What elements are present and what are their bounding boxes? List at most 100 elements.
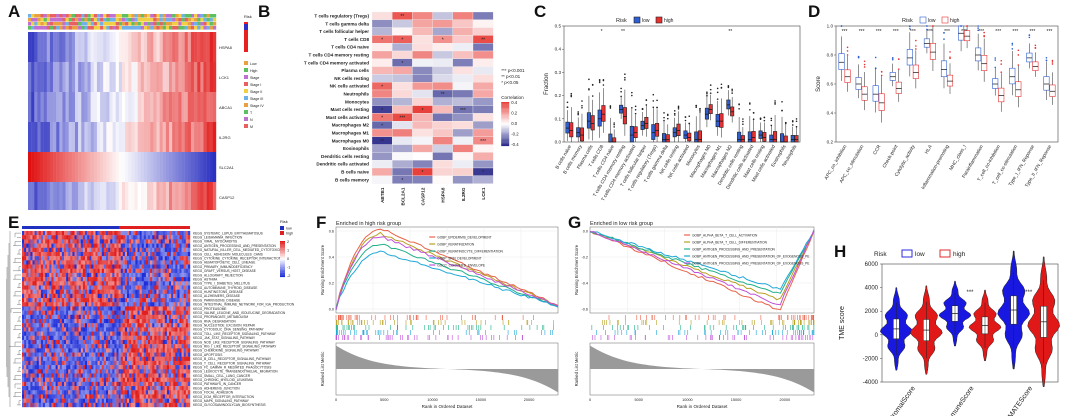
heatmap-cell (26, 277, 29, 282)
heatmap-cell (160, 285, 163, 290)
colorbar-step (501, 111, 510, 114)
heatmap-cell (28, 92, 32, 123)
heatmap-cell (36, 256, 39, 261)
correlation-cell (472, 66, 494, 75)
outlier-point (1017, 49, 1020, 52)
heatmap-cell (22, 235, 25, 240)
heatmap-cell (91, 231, 94, 236)
heatmap-cell (66, 356, 69, 362)
heatmap-cell (47, 251, 50, 257)
heatmap-cell (145, 243, 149, 248)
annotation-cell (131, 26, 135, 30)
heatmap-cell (108, 285, 111, 290)
heatmap-cell (164, 390, 168, 395)
heatmap-cell (76, 373, 79, 378)
heatmap-cell (179, 314, 182, 320)
heatmap-cell (101, 268, 105, 274)
heatmap-cell (72, 360, 75, 366)
heatmap-cell (114, 360, 117, 366)
outlier-point (770, 124, 773, 127)
heatmap-cell (89, 360, 92, 366)
heatmap-cell (24, 306, 27, 311)
pathway-label: KEGG_SYSTEMIC_LUPUS_ERYTHEMATOSUS (193, 231, 263, 235)
heatmap-cell (150, 327, 153, 332)
heatmap-cell (78, 152, 82, 183)
heatmap-cell (166, 344, 170, 349)
heatmap-cell (53, 285, 56, 290)
heatmap-cell (181, 243, 184, 248)
heatmap-cell (164, 306, 168, 311)
heatmap-cell (143, 256, 147, 261)
heatmap-cell (72, 377, 75, 383)
col-label: BCL2A1 (400, 187, 405, 205)
heatmap-cell (61, 251, 65, 257)
heatmap-cell (118, 335, 121, 341)
heatmap-cell (47, 331, 50, 336)
heatmap-cell (162, 231, 165, 236)
legend-swatch (244, 124, 248, 128)
heatmap-cell (148, 268, 151, 274)
heatmap-cell (47, 344, 50, 349)
heatmap-cell (26, 402, 29, 408)
heatmap-cell (139, 235, 142, 240)
heatmap-cell (118, 268, 121, 274)
legend-swatch (244, 68, 248, 72)
annotation-cell (90, 22, 94, 26)
row-label: Dendritic cells activated (316, 162, 369, 167)
annotation-cell (150, 22, 154, 26)
heatmap-cell (185, 243, 189, 248)
heatmap-cell (122, 369, 126, 374)
heatmap-cell (80, 348, 84, 353)
heatmap-cell (72, 373, 75, 378)
heatmap-cell (116, 319, 119, 324)
pathway-label: KEGG_AUTOIMMUNE_THYROID_DISEASE (193, 286, 257, 290)
heatmap-cell (152, 348, 155, 353)
heatmap-cell (127, 394, 130, 399)
heatmap-cell (183, 289, 186, 295)
heatmap-cell (95, 348, 98, 353)
heatmap-cell (166, 319, 170, 324)
heatmap-cell (22, 231, 25, 236)
heatmap-cell (148, 323, 151, 328)
heatmap-cell (150, 272, 153, 278)
heatmap-cell (129, 260, 132, 265)
heatmap-cell (133, 314, 136, 320)
heatmap-cell (70, 231, 73, 236)
heatmap-cell (127, 369, 130, 374)
heatmap-cell (47, 289, 50, 295)
heatmap-cell (158, 268, 161, 274)
heatmap-cell (108, 239, 111, 244)
heatmap-cell (45, 231, 48, 236)
heatmap-cell (97, 323, 100, 328)
heatmap-cell (158, 390, 161, 395)
heatmap-cell (32, 293, 35, 299)
legend-label: high (286, 232, 293, 236)
box (569, 122, 574, 138)
heatmap-cell (38, 235, 42, 240)
heatmap-cell (148, 310, 151, 316)
heatmap-cell (112, 398, 115, 404)
heatmap-cell (89, 352, 92, 357)
heatmap-cell (160, 260, 163, 265)
heatmap-cell (143, 289, 147, 295)
heatmap-cell (158, 344, 161, 349)
heatmap-cell (66, 256, 69, 261)
heatmap-cell (143, 369, 147, 374)
row-label: Monocytes (345, 99, 369, 104)
heatmap-cell (135, 339, 138, 345)
heatmap-cell (97, 314, 100, 320)
heatmap-cell (72, 398, 75, 404)
heatmap-cell (179, 394, 182, 399)
heatmap-cell (175, 268, 178, 274)
heatmap-cell (118, 339, 121, 345)
heatmap-cell (175, 331, 178, 336)
heatmap-cell (34, 239, 37, 244)
heatmap-cell (49, 239, 52, 244)
heatmap-cell (87, 339, 90, 345)
heatmap-cell (141, 231, 144, 236)
heatmap-cell (38, 339, 42, 345)
heatmap-cell (49, 243, 52, 248)
heatmap-cell (156, 268, 159, 274)
heatmap-cell (154, 356, 157, 362)
heatmap-cell (49, 390, 52, 395)
